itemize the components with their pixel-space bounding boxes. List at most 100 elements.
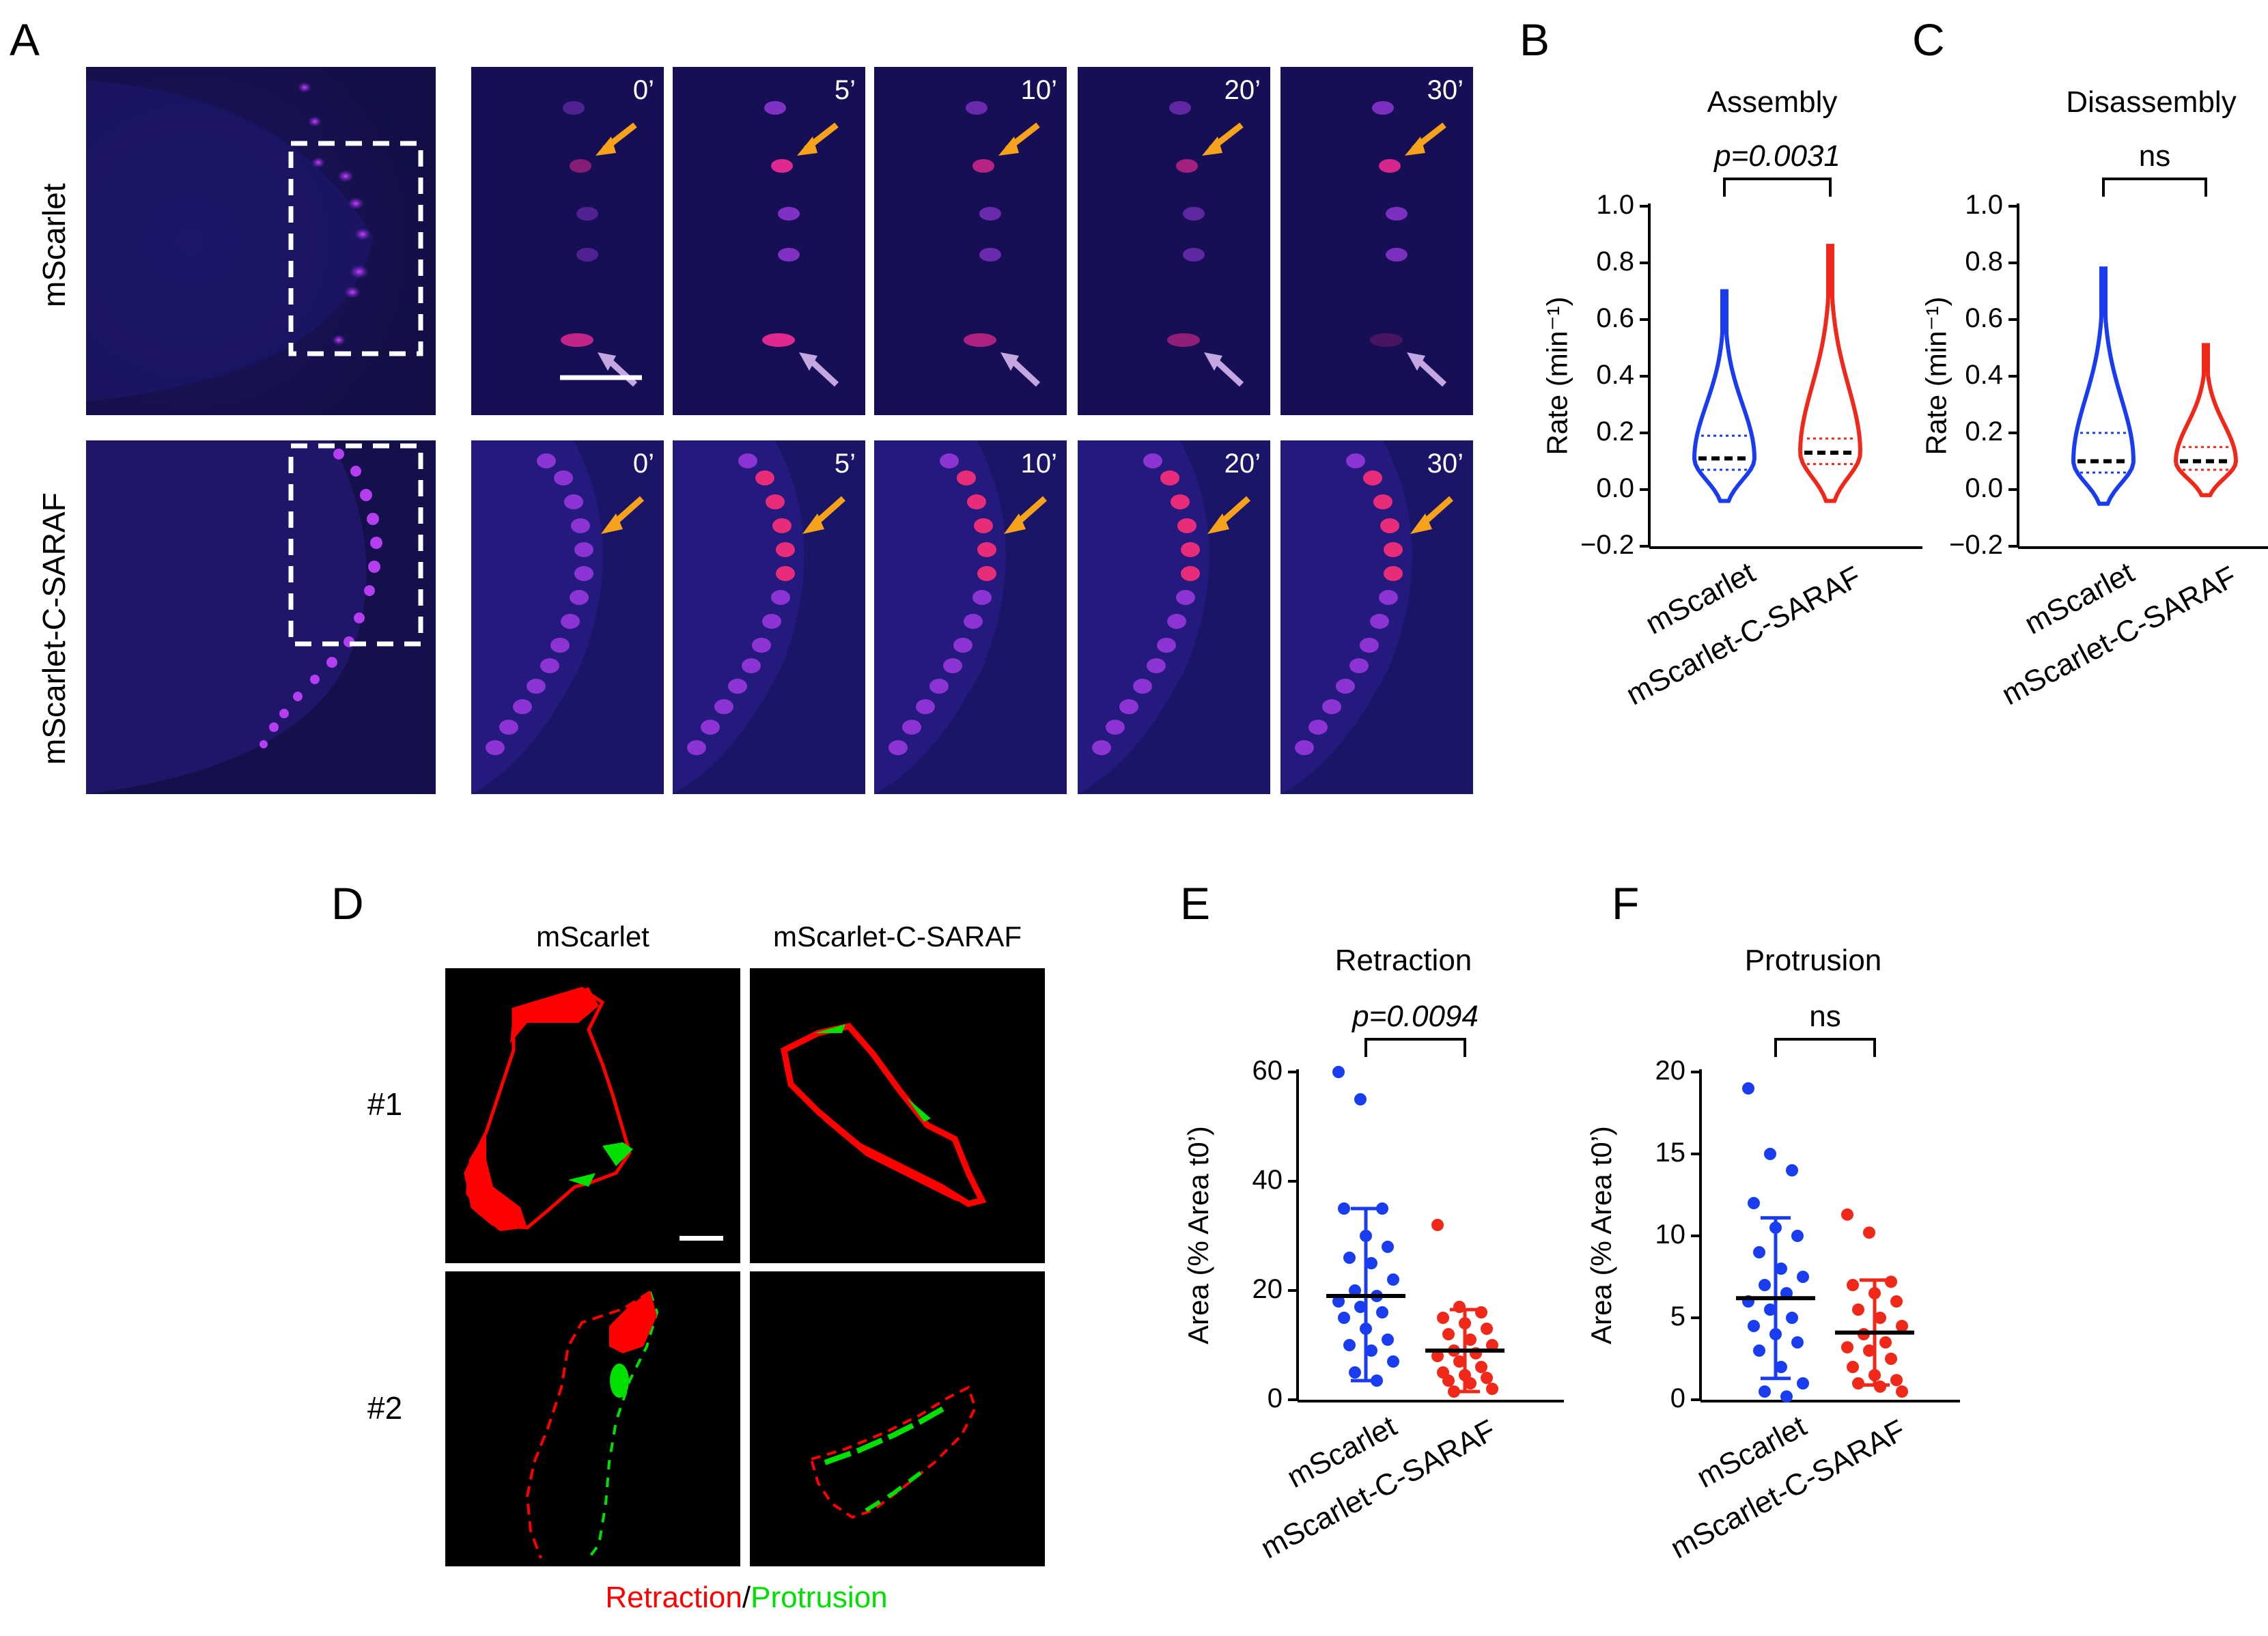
- data-point: [1780, 1390, 1793, 1403]
- tile-svg: [1280, 440, 1473, 794]
- tile-svg: [874, 67, 1067, 415]
- overview-image-mscarlet-c-saraf: [86, 440, 436, 794]
- chart-e-retraction: Retraction Area (% Area t0’) 60 40 20 0 p=0.00…: [1181, 935, 1605, 1591]
- timelapse-tile: 0’: [471, 67, 664, 415]
- series-mscarlet: [1736, 1082, 1815, 1403]
- data-point: [1365, 1257, 1377, 1269]
- chart-title: Protrusion: [1744, 944, 1882, 977]
- data-point: [1349, 1284, 1361, 1297]
- series-mscarlet-c-saraf: [2173, 343, 2239, 498]
- y-tick-label: 40: [1252, 1165, 1283, 1195]
- data-point: [1786, 1312, 1798, 1324]
- y-tick-label: 0.8: [1596, 246, 1634, 277]
- cell-outline-mscarlet-c-saraf-2: [750, 1271, 1045, 1566]
- series-mscarlet: [2071, 266, 2136, 506]
- overview-mscarlet-c-saraf-svg: [86, 440, 436, 794]
- y-axis-label: Area (% Area t0’): [1182, 1126, 1214, 1344]
- orange-arrow: [1207, 496, 1250, 534]
- y-tick-label: 0.4: [1965, 360, 2003, 390]
- significance-bracket: [1364, 1038, 1466, 1057]
- time-label: 20’: [1224, 449, 1261, 479]
- data-point: [1885, 1353, 1897, 1365]
- time-label: 0’: [632, 449, 654, 479]
- chart-c-disassembly: Disassembly Rate (min⁻¹) 1.0 0.8 0.6 0.4 0.2 0.…: [1905, 75, 2268, 717]
- data-point: [1874, 1312, 1886, 1324]
- orange-arrow: [1405, 122, 1446, 156]
- y-tick-label: 60: [1252, 1056, 1283, 1086]
- data-point: [1775, 1263, 1787, 1275]
- y-tick-label: 0.0: [1965, 473, 2003, 503]
- panel-letter-c: C: [1912, 14, 1945, 65]
- orange-arrow: [601, 496, 644, 534]
- data-point: [1847, 1361, 1859, 1373]
- data-point: [1791, 1336, 1804, 1349]
- legend-separator: /: [742, 1581, 751, 1614]
- chart-svg: [1288, 1038, 1564, 1402]
- y-tick-label: 0.4: [1596, 360, 1634, 390]
- data-point: [1764, 1148, 1776, 1160]
- data-point: [1442, 1374, 1455, 1387]
- violin: [1692, 289, 1756, 503]
- data-point: [1841, 1341, 1853, 1354]
- time-label: 5’: [834, 449, 856, 479]
- tile-svg: [673, 67, 865, 415]
- data-point: [1486, 1339, 1498, 1351]
- timelapse-tile: 10’: [874, 67, 1067, 415]
- data-point: [1332, 1295, 1345, 1308]
- chart-f-protrusion: Protrusion Area (% Area t0’) 20 15 10 5 0 ns mSc…: [1578, 935, 2001, 1591]
- data-point: [1442, 1328, 1455, 1340]
- data-point: [1890, 1374, 1903, 1387]
- orange-arrow: [797, 122, 839, 156]
- timelapse-tile: 30’: [1280, 67, 1473, 415]
- significance-label: p=0.0094: [1352, 1000, 1479, 1033]
- tile-svg: [1078, 67, 1270, 415]
- data-point: [1896, 1320, 1908, 1332]
- data-point: [1431, 1219, 1444, 1231]
- data-point: [1753, 1246, 1765, 1258]
- outline-svg: [809, 1385, 977, 1519]
- panel-letter-e: E: [1180, 878, 1211, 929]
- violin: [2071, 266, 2136, 506]
- data-point: [1376, 1202, 1388, 1215]
- significance-bracket: [2102, 178, 2207, 197]
- y-tick-label: 0.6: [1965, 303, 2003, 333]
- significance-bracket: [1723, 178, 1832, 197]
- y-tick-label: 10: [1655, 1219, 1686, 1250]
- data-point: [1431, 1350, 1444, 1362]
- y-tick-label: 0.8: [1965, 246, 2003, 277]
- panel-letter-f: F: [1612, 878, 1640, 929]
- timelapse-tile: 10’: [874, 440, 1067, 794]
- col-header-mscarlet-c-saraf: mScarlet-C-SARAF: [772, 920, 1022, 953]
- legend-retraction: Retraction: [605, 1581, 742, 1614]
- y-tick-label: 20: [1655, 1056, 1686, 1086]
- scale-bar-d: [680, 1236, 723, 1241]
- tile-svg: [1280, 67, 1473, 415]
- data-point: [1332, 1066, 1345, 1078]
- chart-svg: [1691, 1038, 1960, 1403]
- y-tick-label: 15: [1655, 1138, 1686, 1168]
- series-mscarlet: [1326, 1066, 1405, 1387]
- significance-label: p=0.0031: [1714, 139, 1840, 173]
- timelapse-tile: 30’: [1280, 440, 1473, 794]
- lilac-arrow: [799, 352, 839, 387]
- chart-title: Disassembly: [2066, 85, 2237, 119]
- orange-arrow: [1410, 496, 1453, 534]
- cell-outline-mscarlet-1: [445, 968, 740, 1263]
- y-tick-label: 0: [1267, 1383, 1283, 1413]
- orange-arrow: [802, 496, 845, 534]
- data-point: [1863, 1344, 1875, 1357]
- outline-svg: [780, 1023, 987, 1207]
- orange-arrow: [596, 122, 637, 156]
- zoom-box: [288, 443, 423, 647]
- data-point: [1863, 1226, 1875, 1239]
- chart-title: Retraction: [1334, 944, 1472, 977]
- data-point: [1437, 1312, 1449, 1324]
- scalebar-d: [750, 968, 1045, 1263]
- data-point: [1841, 1208, 1853, 1221]
- data-point: [1748, 1320, 1760, 1332]
- orange-arrow: [1202, 122, 1244, 156]
- data-point: [1387, 1355, 1399, 1368]
- orange-arrow: [998, 122, 1040, 156]
- row-label-1: #1: [367, 1086, 403, 1122]
- data-point: [1797, 1377, 1809, 1390]
